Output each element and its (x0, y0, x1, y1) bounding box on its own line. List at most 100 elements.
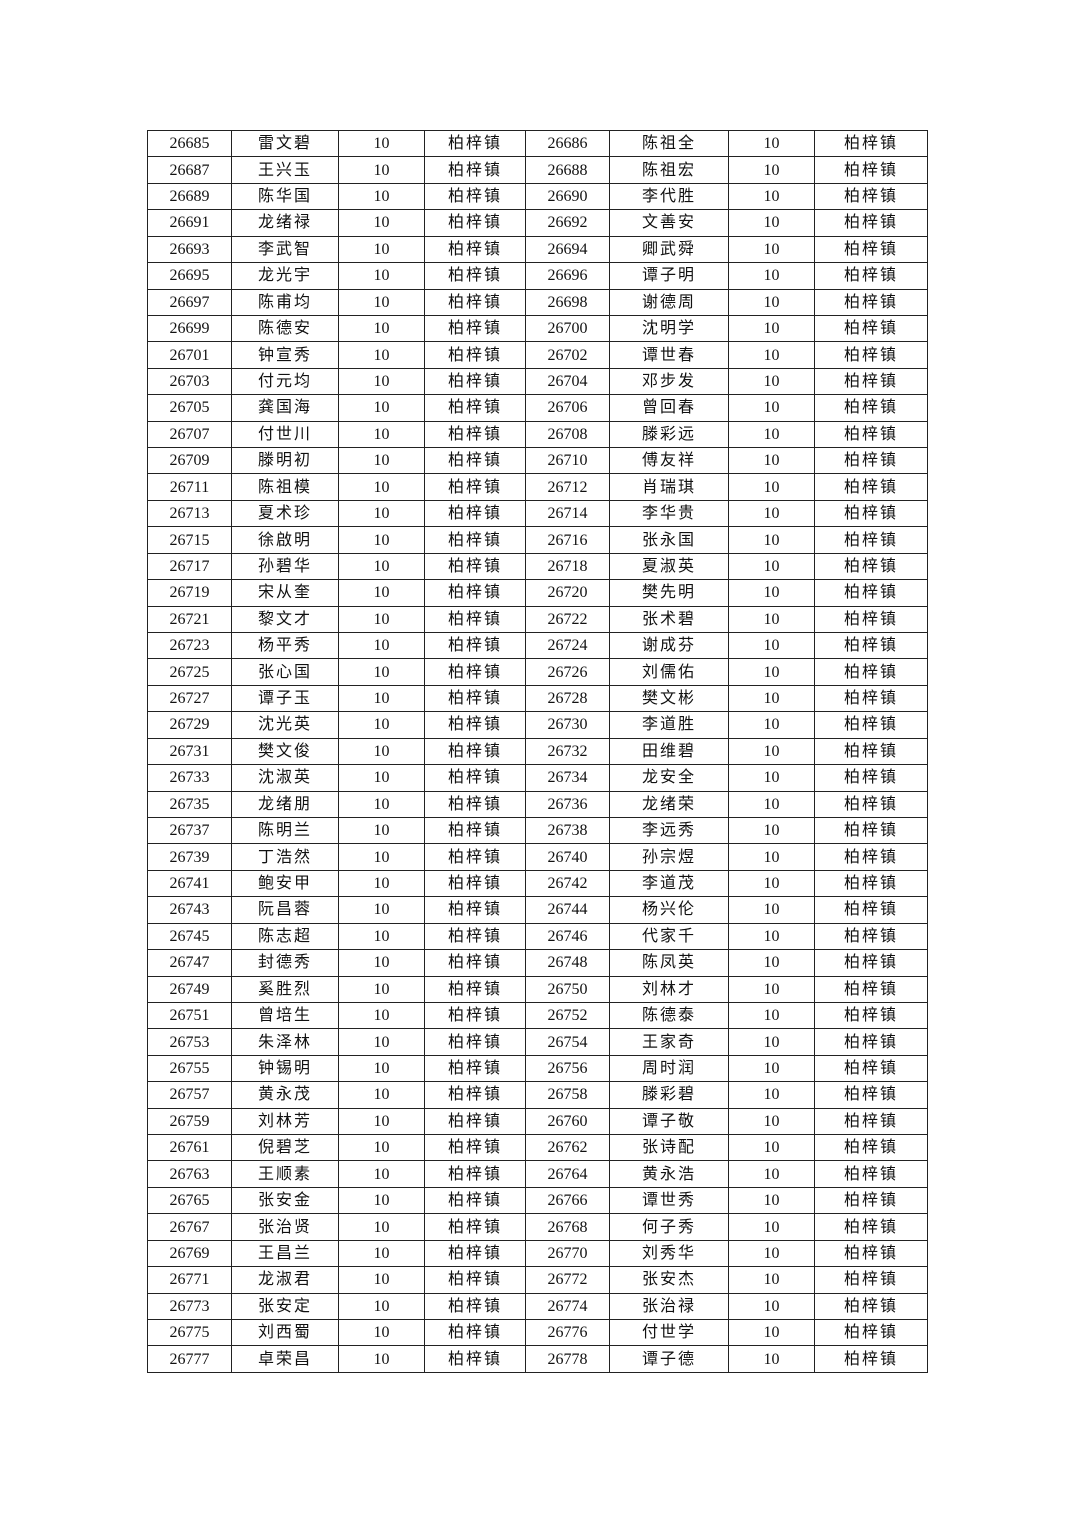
cell-town: 柏梓镇 (814, 764, 928, 792)
table-row: 26717 孙碧华 10 柏梓镇 26718 夏淑英 10 柏梓镇 (147, 552, 928, 581)
table-row: 26761 倪碧芝 10 柏梓镇 26762 张诗配 10 柏梓镇 (147, 1134, 928, 1162)
cell-amount: 10 (728, 816, 815, 845)
cell-amount: 10 (338, 552, 425, 581)
cell-name: 陈祖模 (231, 473, 339, 501)
cell-id: 26691 (147, 209, 232, 237)
cell-id: 26712 (525, 473, 610, 501)
cell-amount: 10 (338, 975, 425, 1003)
cell-name: 樊文彬 (609, 684, 729, 713)
cell-amount: 10 (338, 394, 425, 422)
cell-amount: 10 (338, 1186, 425, 1215)
cell-id: 26694 (525, 235, 610, 264)
cell-name: 龙绪荣 (609, 790, 729, 818)
table-row: 26751 曾培生 10 柏梓镇 26752 陈德泰 10 柏梓镇 (147, 1001, 928, 1030)
cell-id: 26745 (147, 922, 232, 951)
cell-amount: 10 (338, 1318, 425, 1347)
cell-amount: 10 (728, 209, 815, 237)
cell-name: 孙宗煜 (609, 843, 729, 871)
cell-name: 刘西蜀 (231, 1318, 339, 1347)
cell-name: 曾培生 (231, 1001, 339, 1030)
cell-name: 陈德泰 (609, 1001, 729, 1030)
cell-name: 李道胜 (609, 711, 729, 739)
cell-amount: 10 (728, 552, 815, 581)
cell-id: 26766 (525, 1186, 610, 1215)
cell-town: 柏梓镇 (424, 182, 526, 211)
cell-amount: 10 (728, 1186, 815, 1215)
cell-amount: 10 (338, 896, 425, 924)
cell-amount: 10 (728, 1213, 815, 1241)
cell-town: 柏梓镇 (814, 1028, 928, 1056)
cell-name: 龙安全 (609, 764, 729, 792)
cell-town: 柏梓镇 (424, 869, 526, 898)
cell-amount: 10 (338, 790, 425, 818)
cell-id: 26722 (525, 605, 610, 634)
cell-amount: 10 (338, 129, 425, 158)
table-row: 26749 奚胜烈 10 柏梓镇 26750 刘林才 10 柏梓镇 (147, 975, 928, 1003)
cell-amount: 10 (728, 711, 815, 739)
cell-name: 樊文俊 (231, 737, 339, 766)
cell-name: 谭子敬 (609, 1107, 729, 1136)
cell-amount: 10 (728, 949, 815, 977)
cell-town: 柏梓镇 (424, 129, 526, 158)
table-row: 26733 沈淑英 10 柏梓镇 26734 龙安全 10 柏梓镇 (147, 764, 928, 792)
cell-name: 谢成芬 (609, 632, 729, 660)
cell-name: 钟锡明 (231, 1054, 339, 1083)
cell-town: 柏梓镇 (424, 1134, 526, 1162)
cell-id: 26731 (147, 737, 232, 766)
cell-id: 26778 (525, 1345, 610, 1373)
cell-name: 刘儒佑 (609, 658, 729, 686)
cell-name: 黎文才 (231, 605, 339, 634)
cell-town: 柏梓镇 (424, 632, 526, 660)
cell-name: 何子秀 (609, 1213, 729, 1241)
cell-id: 26739 (147, 843, 232, 871)
cell-town: 柏梓镇 (814, 684, 928, 713)
cell-name: 杨兴伦 (609, 896, 729, 924)
table-row: 26705 龚国海 10 柏梓镇 26706 曾回春 10 柏梓镇 (147, 394, 928, 422)
cell-amount: 10 (338, 262, 425, 290)
cell-name: 王昌兰 (231, 1239, 339, 1268)
cell-amount: 10 (728, 737, 815, 766)
table-row: 26691 龙绪禄 10 柏梓镇 26692 文善安 10 柏梓镇 (147, 209, 928, 237)
cell-name: 刘林才 (609, 975, 729, 1003)
cell-id: 26706 (525, 394, 610, 422)
cell-id: 26696 (525, 262, 610, 290)
cell-amount: 10 (728, 632, 815, 660)
cell-town: 柏梓镇 (814, 816, 928, 845)
table-row: 26689 陈华国 10 柏梓镇 26690 李代胜 10 柏梓镇 (147, 182, 928, 211)
table-row: 26725 张心国 10 柏梓镇 26726 刘儒佑 10 柏梓镇 (147, 658, 928, 686)
cell-amount: 10 (338, 684, 425, 713)
cell-name: 张永国 (609, 526, 729, 554)
cell-name: 樊先明 (609, 579, 729, 607)
cell-name: 李道茂 (609, 869, 729, 898)
cell-amount: 10 (728, 1028, 815, 1056)
cell-amount: 10 (728, 341, 815, 369)
cell-name: 张安杰 (609, 1266, 729, 1294)
cell-amount: 10 (338, 1134, 425, 1162)
table-row: 26693 李武智 10 柏梓镇 26694 卿武舜 10 柏梓镇 (147, 235, 928, 264)
cell-amount: 10 (338, 341, 425, 369)
cell-name: 付世学 (609, 1318, 729, 1347)
cell-id: 26740 (525, 843, 610, 871)
cell-amount: 10 (338, 447, 425, 475)
cell-id: 26741 (147, 869, 232, 898)
cell-name: 谭子德 (609, 1345, 729, 1373)
cell-amount: 10 (338, 1001, 425, 1030)
cell-id: 26769 (147, 1239, 232, 1268)
cell-name: 封德秀 (231, 949, 339, 977)
cell-id: 26776 (525, 1318, 610, 1347)
cell-id: 26709 (147, 447, 232, 475)
table-row: 26707 付世川 10 柏梓镇 26708 滕彩远 10 柏梓镇 (147, 420, 928, 449)
table-row: 26713 夏术珍 10 柏梓镇 26714 李华贵 10 柏梓镇 (147, 499, 928, 528)
cell-name: 文善安 (609, 209, 729, 237)
cell-id: 26742 (525, 869, 610, 898)
cell-id: 26748 (525, 949, 610, 977)
cell-town: 柏梓镇 (424, 1001, 526, 1030)
cell-town: 柏梓镇 (814, 1345, 928, 1373)
cell-amount: 10 (728, 526, 815, 554)
cell-town: 柏梓镇 (814, 499, 928, 528)
cell-id: 26710 (525, 447, 610, 475)
table-row: 26721 黎文才 10 柏梓镇 26722 张术碧 10 柏梓镇 (147, 605, 928, 634)
cell-town: 柏梓镇 (424, 288, 526, 316)
cell-id: 26686 (525, 129, 610, 158)
cell-id: 26720 (525, 579, 610, 607)
